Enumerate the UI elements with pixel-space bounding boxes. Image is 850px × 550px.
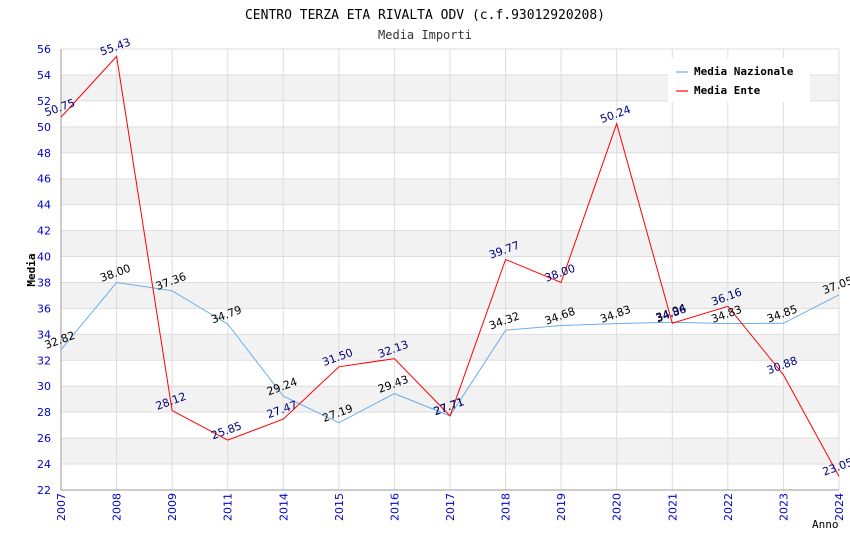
y-tick-label: 50 — [37, 121, 51, 134]
legend-label-media-ente: Media Ente — [694, 84, 761, 97]
x-tick-label: 2019 — [555, 493, 568, 521]
x-tick-label: 2023 — [777, 493, 790, 521]
y-axis-label: Media — [25, 253, 38, 286]
y-tick-label: 42 — [37, 225, 51, 238]
y-tick-label: 22 — [37, 484, 51, 497]
y-tick-label: 34 — [37, 328, 51, 341]
x-tick-label: 2017 — [444, 493, 457, 521]
legend: Media Nazionale Media Ente — [668, 58, 810, 102]
x-tick-label: 2015 — [333, 493, 346, 521]
y-tick-label: 44 — [37, 199, 51, 212]
y-tick-label: 54 — [37, 69, 51, 82]
y-tick-label: 24 — [37, 458, 51, 471]
data-label: 38.00 — [543, 262, 577, 285]
x-tick-label: 2014 — [277, 493, 290, 521]
y-tick-label: 28 — [37, 406, 51, 419]
y-tick-label: 36 — [37, 302, 51, 315]
x-tick-labels: 2007 2008 2009 2011 2014 2015 2016 2017 2018 2019… — [55, 493, 846, 521]
x-tick-label: 2021 — [666, 493, 679, 521]
legend-label-media-nazionale: Media Nazionale — [694, 65, 794, 78]
series-lines — [60, 55, 840, 477]
x-tick-label: 2020 — [611, 493, 624, 521]
x-tick-label: 2024 — [833, 493, 846, 521]
gridlines — [60, 48, 840, 491]
y-tick-label: 30 — [37, 380, 51, 393]
y-tick-label: 26 — [37, 432, 51, 445]
chart-title: CENTRO TERZA ETA RIVALTA ODV (c.f.930129… — [245, 8, 605, 23]
x-tick-label: 2009 — [166, 493, 179, 521]
y-tick-label: 40 — [37, 251, 51, 264]
series-line-media-ente — [60, 55, 840, 477]
data-label: 55.43 — [98, 36, 132, 59]
legend-box — [668, 58, 810, 102]
y-tick-label: 48 — [37, 147, 51, 160]
data-label: 50.24 — [598, 103, 632, 126]
y-tick-label: 52 — [37, 95, 51, 108]
y-tick-label: 38 — [37, 276, 51, 289]
y-tick-label: 46 — [37, 173, 51, 186]
x-tick-label: 2018 — [500, 493, 513, 521]
x-axis-label: Anno — [812, 518, 839, 531]
data-label: 38.00 — [98, 262, 132, 285]
axes — [60, 49, 839, 491]
y-tick-label: 32 — [37, 354, 51, 367]
y-tick-labels: 22 24 26 28 30 32 34 36 38 40 42 44 46 48 50 52 54 56 — [37, 43, 51, 497]
x-tick-label: 2007 — [55, 493, 68, 521]
x-tick-label: 2016 — [388, 493, 401, 521]
x-tick-label: 2008 — [111, 493, 124, 521]
x-tick-label: 2011 — [222, 493, 235, 521]
x-tick-label: 2022 — [722, 493, 735, 521]
chart-subtitle: Media Importi — [378, 28, 472, 42]
y-tick-label: 56 — [37, 43, 51, 56]
